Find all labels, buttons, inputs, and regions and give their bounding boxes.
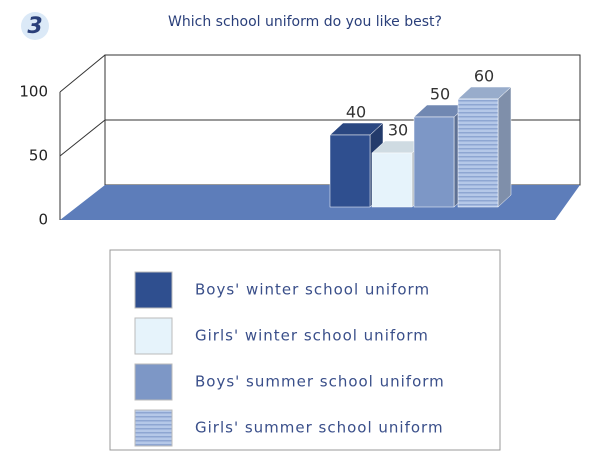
data-label: 60 [474, 67, 494, 86]
badge-bg [21, 12, 49, 40]
bar-side [497, 86, 512, 208]
legend-box [109, 249, 501, 451]
y-tick-label: 50 [29, 147, 48, 165]
badge: 3 [27, 14, 42, 39]
legend-swatch [134, 271, 173, 309]
data-label: 50 [430, 85, 450, 104]
legend-swatch [134, 409, 173, 447]
grid-line [59, 119, 106, 157]
legend-swatch [134, 363, 173, 401]
legend-label: Boys' summer school uniform [195, 373, 445, 391]
bar [413, 116, 455, 208]
data-label: 40 [346, 103, 366, 122]
y-tick-label: 0 [38, 211, 48, 229]
y-tick-label: 100 [19, 83, 48, 101]
data-label: 30 [388, 121, 408, 140]
legend-label: Girls' summer school uniform [195, 419, 444, 437]
legend-swatch [134, 317, 173, 355]
bar [371, 152, 413, 208]
legend-label: Boys' winter school uniform [195, 281, 430, 299]
chart-title: Which school uniform do you like best? [168, 14, 442, 30]
legend-label: Girls' winter school uniform [195, 327, 429, 345]
bar [457, 98, 499, 208]
bar [329, 134, 371, 208]
grid-line [59, 54, 106, 93]
